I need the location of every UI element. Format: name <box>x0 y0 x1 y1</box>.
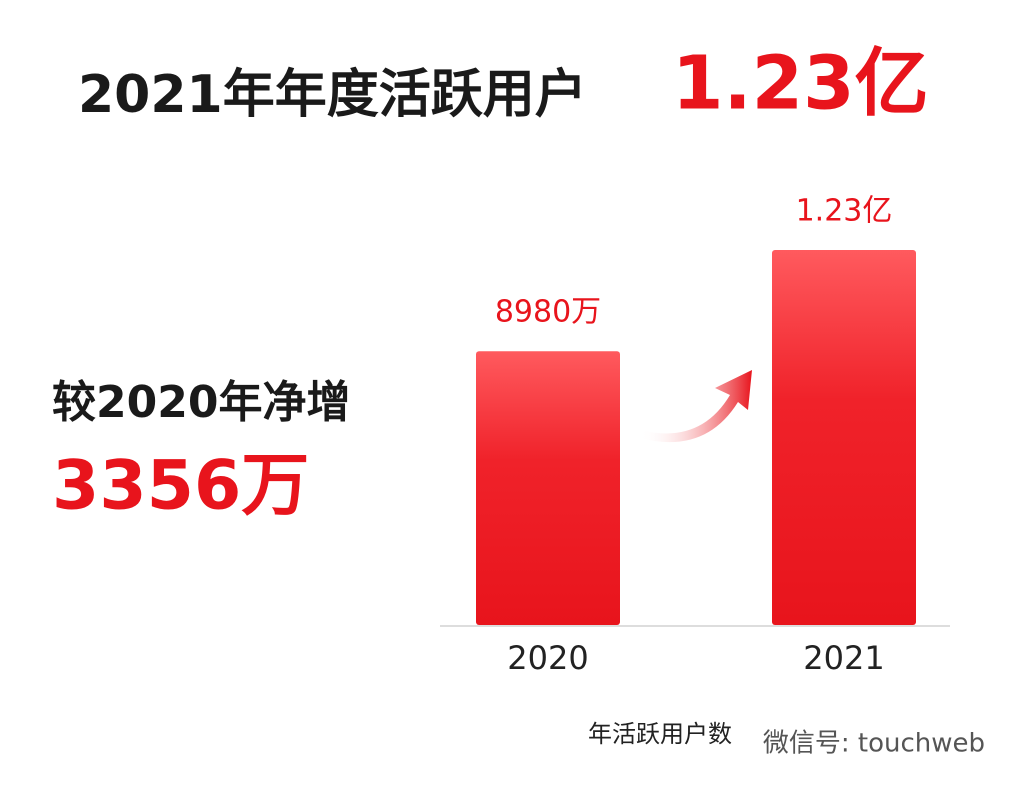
bar <box>772 250 916 625</box>
watermark: 微信号: touchweb <box>763 729 985 759</box>
x-tick-label: 2021 <box>803 639 884 677</box>
x-axis-label: 年活跃用户数 <box>588 720 732 748</box>
title-highlight: 1.23亿 <box>672 41 929 127</box>
data-label: 1.23亿 <box>796 194 893 229</box>
annotation: 较2020年净增 <box>52 377 350 428</box>
arrow <box>640 370 752 443</box>
data-label: 8980万 <box>495 295 601 330</box>
x-tick-label: 2020 <box>507 639 588 677</box>
annotation-value: 3356万 <box>52 447 309 526</box>
chart-title: 2021年年度活跃用户 <box>78 65 587 125</box>
bar <box>476 351 620 625</box>
